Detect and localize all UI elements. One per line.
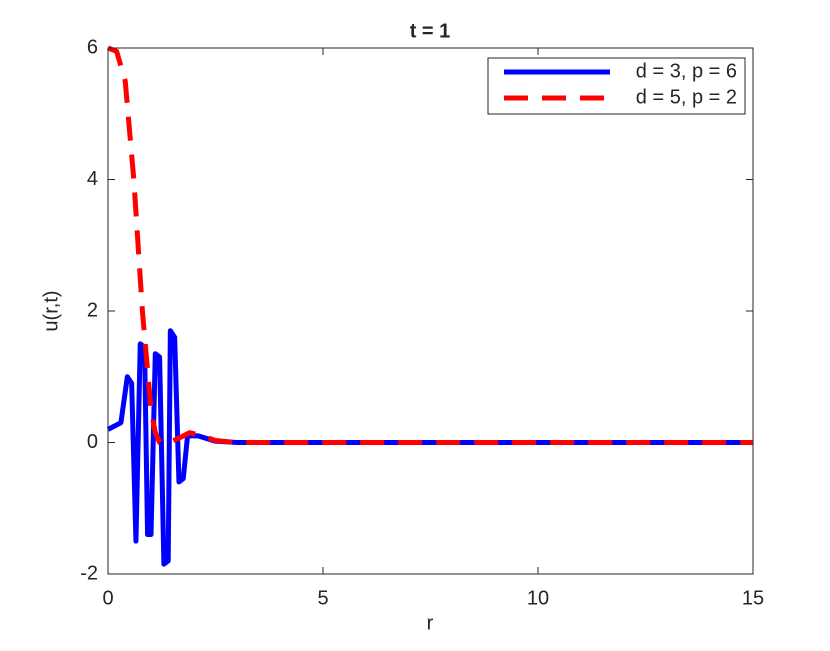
y-tick-label: 6 bbox=[87, 36, 98, 58]
x-tick-label: 15 bbox=[742, 587, 764, 609]
legend-box bbox=[487, 57, 746, 115]
x-tick-label: 10 bbox=[527, 587, 549, 609]
legend-label: d = 3, p = 6 bbox=[636, 60, 737, 82]
legend-label: d = 5, p = 2 bbox=[636, 86, 737, 108]
axes-box bbox=[107, 47, 754, 575]
y-tick-label: 0 bbox=[87, 431, 98, 453]
y-axis-label: u(r,t) bbox=[40, 290, 62, 331]
x-axis-label: r bbox=[427, 612, 434, 634]
x-tick-label: 5 bbox=[317, 587, 328, 609]
series-line bbox=[107, 45, 753, 445]
chart-title: t = 1 bbox=[410, 20, 451, 42]
y-tick-label: 2 bbox=[87, 299, 98, 321]
x-tick-label: 0 bbox=[102, 587, 113, 609]
y-tick-label: -2 bbox=[80, 562, 98, 584]
y-tick-label: 4 bbox=[87, 168, 98, 190]
